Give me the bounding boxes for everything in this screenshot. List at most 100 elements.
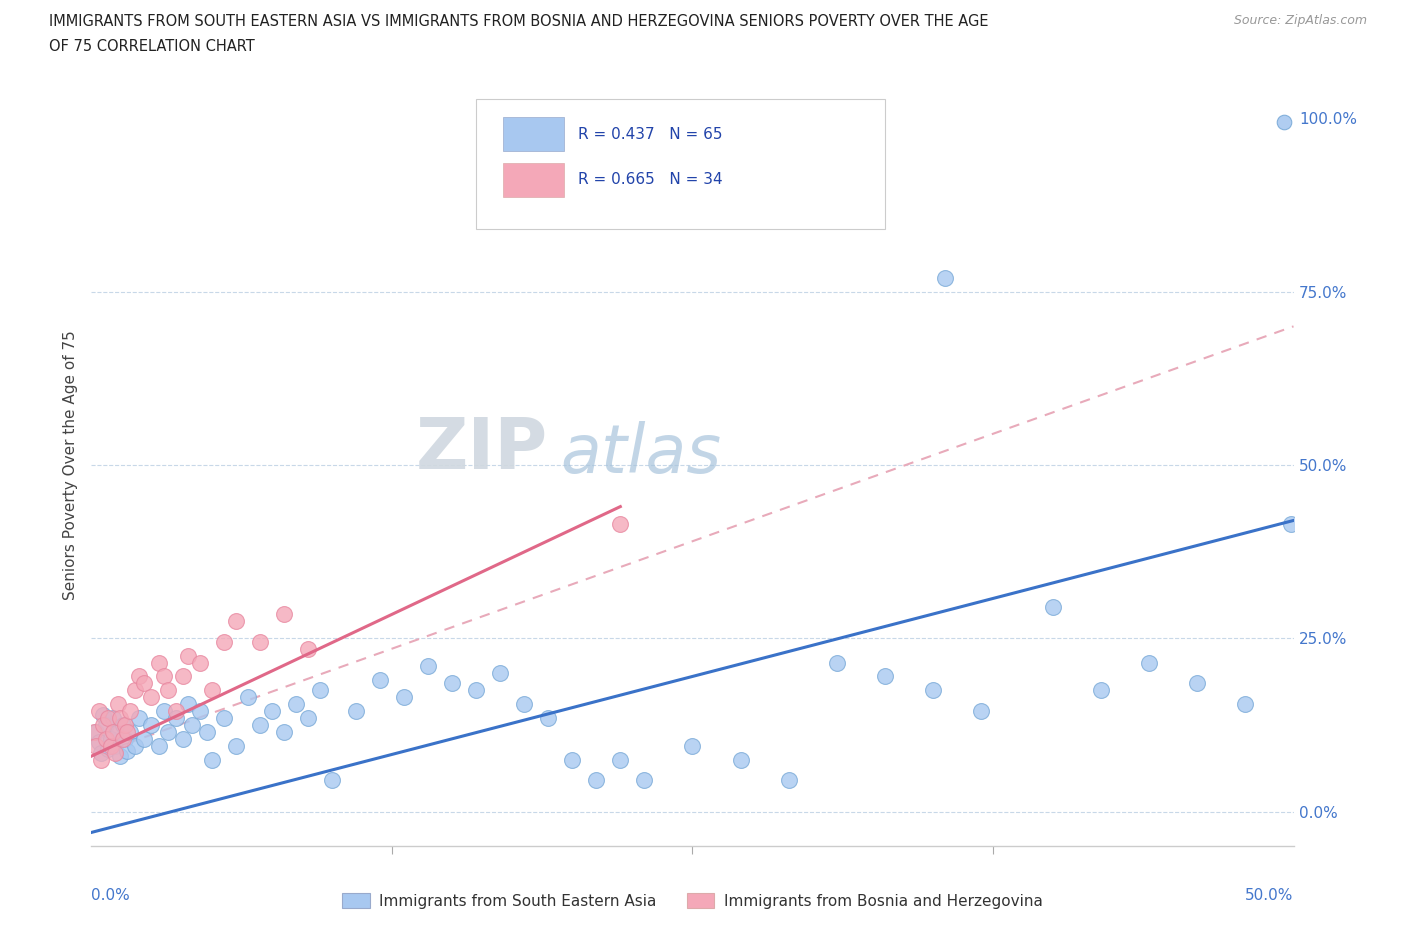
Point [1279, 516, 1302, 531]
Point [114, 731, 136, 746]
Y-axis label: Seniors Poverty Over the Age of 75: Seniors Poverty Over the Age of 75 [63, 330, 79, 600]
Point [873, 669, 896, 684]
Point [124, 683, 146, 698]
Point [134, 676, 156, 691]
Point [83, 724, 105, 739]
Legend: Immigrants from South Eastern Asia, Immigrants from Bosnia and Herzegovina: Immigrants from South Eastern Asia, Immi… [336, 886, 1049, 915]
Point [368, 672, 391, 687]
Point [236, 690, 259, 705]
Point [128, 669, 150, 684]
Point [225, 738, 247, 753]
Point [111, 718, 134, 733]
Point [195, 724, 218, 739]
Point [94, 718, 117, 733]
Point [778, 773, 800, 788]
Point [172, 669, 194, 684]
Point [537, 711, 560, 725]
Point [513, 697, 536, 711]
Point [181, 718, 204, 733]
Point [100, 731, 122, 746]
Point [284, 697, 307, 711]
Point [273, 606, 295, 621]
Point [273, 724, 295, 739]
Point [260, 704, 283, 719]
Point [141, 690, 163, 705]
Point [392, 690, 415, 705]
Point [141, 718, 163, 733]
Point [90, 752, 112, 767]
Point [93, 718, 115, 733]
Point [110, 749, 132, 764]
Point [416, 658, 439, 673]
FancyBboxPatch shape [477, 99, 884, 229]
Point [249, 718, 271, 733]
Point [465, 683, 488, 698]
Point [90, 745, 112, 760]
Point [1272, 114, 1295, 129]
Point [152, 669, 174, 684]
Point [201, 683, 224, 698]
FancyBboxPatch shape [502, 163, 564, 196]
Point [321, 773, 343, 788]
Text: R = 0.437   N = 65: R = 0.437 N = 65 [578, 126, 723, 141]
Point [489, 666, 512, 681]
Text: atlas: atlas [560, 420, 721, 486]
Point [118, 724, 141, 739]
Point [212, 634, 235, 649]
Point [176, 648, 198, 663]
Point [111, 731, 134, 746]
Point [308, 683, 330, 698]
Point [297, 711, 319, 725]
Point [188, 655, 211, 670]
Point [134, 731, 156, 746]
Point [609, 516, 631, 531]
Point [124, 738, 146, 753]
Point [201, 752, 224, 767]
Point [188, 704, 211, 719]
Point [84, 738, 107, 753]
Point [1137, 655, 1160, 670]
Point [1187, 676, 1209, 691]
Point [681, 738, 703, 753]
Point [440, 676, 463, 691]
Text: Source: ZipAtlas.com: Source: ZipAtlas.com [1233, 14, 1367, 27]
Point [609, 752, 631, 767]
Point [157, 724, 180, 739]
Point [117, 724, 139, 739]
Point [101, 724, 124, 739]
Point [825, 655, 848, 670]
Point [128, 711, 150, 725]
Point [633, 773, 655, 788]
Point [730, 752, 752, 767]
Point [148, 655, 170, 670]
Point [152, 704, 174, 719]
Point [101, 711, 124, 725]
Point [172, 731, 194, 746]
Point [344, 704, 367, 719]
Point [84, 724, 107, 739]
Point [87, 735, 110, 750]
Text: OF 75 CORRELATION CHART: OF 75 CORRELATION CHART [49, 39, 254, 54]
Point [97, 742, 120, 757]
Point [225, 614, 247, 629]
Point [970, 704, 993, 719]
Text: 50.0%: 50.0% [1246, 888, 1294, 903]
FancyBboxPatch shape [502, 117, 564, 151]
Point [117, 743, 139, 758]
Point [561, 752, 583, 767]
Point [212, 711, 235, 725]
Point [97, 711, 120, 725]
Point [1234, 697, 1257, 711]
Text: R = 0.665   N = 34: R = 0.665 N = 34 [578, 172, 723, 187]
Point [114, 718, 136, 733]
Point [157, 683, 180, 698]
Point [922, 683, 945, 698]
Point [107, 697, 129, 711]
Point [934, 271, 956, 286]
Text: 0.0%: 0.0% [91, 888, 131, 903]
Point [100, 738, 122, 753]
Text: IMMIGRANTS FROM SOUTH EASTERN ASIA VS IMMIGRANTS FROM BOSNIA AND HERZEGOVINA SEN: IMMIGRANTS FROM SOUTH EASTERN ASIA VS IM… [49, 14, 988, 29]
Point [148, 738, 170, 753]
Point [1042, 600, 1064, 615]
Point [118, 704, 141, 719]
